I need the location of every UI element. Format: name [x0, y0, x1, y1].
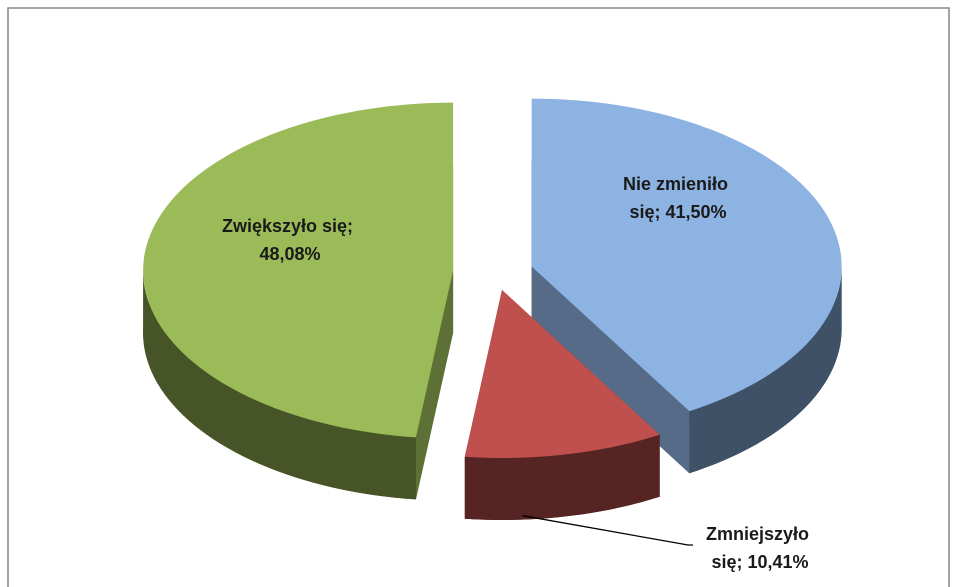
data-label: Nie zmieniło się; 41,50%	[623, 174, 733, 222]
slice-wall	[143, 270, 416, 500]
slice	[143, 102, 454, 438]
slice-wall	[464, 434, 660, 520]
slice	[464, 290, 660, 458]
leader-line	[522, 515, 693, 546]
slice-wall	[689, 266, 842, 474]
slice	[531, 98, 842, 412]
slice-edge	[415, 270, 454, 500]
slice-edge	[531, 266, 690, 474]
data-label: Zmniejszyło się; 10,41%	[706, 524, 814, 572]
data-label: Zwiększyło się; 48,08%	[222, 216, 358, 264]
